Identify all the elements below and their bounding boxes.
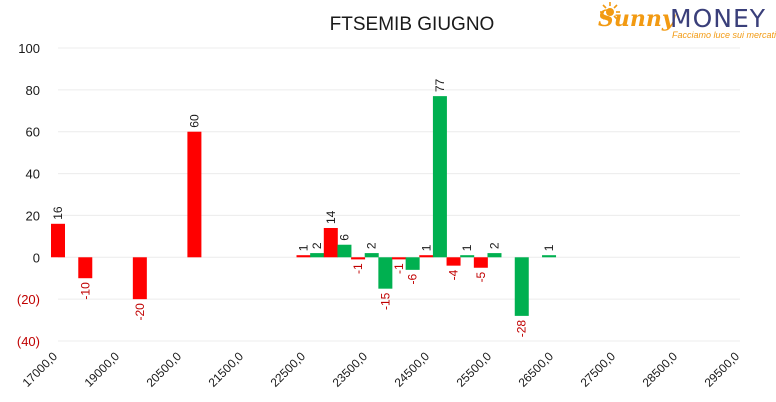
sunny-money-logo: Sunny MONEY Facciamo luce sui mercati: [598, 2, 776, 40]
chart-title: FTSEMIB GIUGNO: [329, 14, 495, 35]
bar: [51, 223, 65, 258]
y-tick-label: 40: [26, 167, 40, 182]
y-tick-label: (20): [17, 292, 40, 307]
bar: [323, 227, 338, 258]
x-tick-label: 27500,0: [578, 349, 619, 390]
data-label: 14: [324, 210, 338, 224]
data-label: 2: [310, 242, 324, 249]
bar: [446, 257, 461, 266]
data-label: 16: [51, 206, 65, 220]
y-tick-label: (40): [17, 334, 40, 349]
y-tick-label: 80: [26, 83, 40, 98]
bar: [473, 257, 488, 268]
bar: [132, 257, 147, 300]
data-label: -15: [378, 292, 392, 310]
bar: [542, 255, 557, 258]
data-label: 1: [460, 244, 474, 251]
bar: [419, 255, 434, 258]
data-label: -1: [392, 263, 406, 274]
bar: [351, 257, 366, 260]
x-tick-label: 19000,0: [82, 349, 123, 390]
bar: [487, 253, 502, 258]
data-label: 1: [419, 244, 433, 251]
gridlines: [58, 47, 740, 342]
x-tick-label: 20500,0: [144, 349, 185, 390]
data-label: 1: [297, 244, 311, 251]
y-tick-label: 20: [26, 208, 40, 223]
x-tick-label: 22500,0: [268, 349, 309, 390]
y-tick-label: 100: [18, 41, 40, 56]
data-label: -6: [406, 274, 420, 285]
x-tick-label: 29500,0: [702, 349, 743, 390]
data-label: 60: [187, 114, 201, 128]
bar: [460, 255, 475, 258]
data-label: -1: [351, 263, 365, 274]
bar: [78, 257, 93, 279]
data-label: 77: [433, 78, 447, 92]
x-tick-label: 28500,0: [640, 349, 681, 390]
bar: [296, 255, 311, 258]
bar: [187, 131, 202, 258]
y-tick-label: 0: [33, 250, 40, 265]
x-tick-label: 17000,0: [20, 349, 61, 390]
bar: [310, 253, 325, 258]
x-tick-label: 26500,0: [516, 349, 557, 390]
bar: [392, 257, 406, 260]
data-label: 2: [487, 242, 501, 249]
data-label: -4: [447, 269, 461, 280]
y-tick-label: 60: [26, 125, 40, 140]
bar: [378, 257, 393, 289]
bar: [364, 253, 379, 258]
x-tick-label: 23500,0: [330, 349, 371, 390]
bar: [432, 96, 447, 258]
y-axis: 100 80 60 40 20 0 (20) (40): [17, 41, 40, 349]
bar: [514, 257, 529, 316]
logo-word-money: MONEY: [670, 4, 767, 33]
data-label: -5: [474, 271, 488, 282]
logo-tagline: Facciamo luce sui mercati: [672, 30, 776, 40]
x-tick-label: 21500,0: [206, 349, 247, 390]
bars: [51, 96, 557, 316]
x-tick-label: 24500,0: [392, 349, 433, 390]
bar: [337, 244, 352, 258]
logo-word-sunny: Sunny: [598, 6, 675, 32]
x-axis: 17000,0 19000,0 20500,0 21500,0 22500,0 23500…: [20, 349, 743, 390]
data-label: -10: [78, 282, 92, 300]
data-label: -20: [133, 303, 147, 321]
bar: [405, 257, 420, 270]
x-tick-label: 25500,0: [454, 349, 495, 390]
data-label: 6: [337, 234, 351, 241]
sun-icon: [600, 2, 620, 22]
data-label: -28: [515, 320, 529, 338]
data-label: 2: [365, 242, 379, 249]
data-label: 1: [542, 244, 556, 251]
